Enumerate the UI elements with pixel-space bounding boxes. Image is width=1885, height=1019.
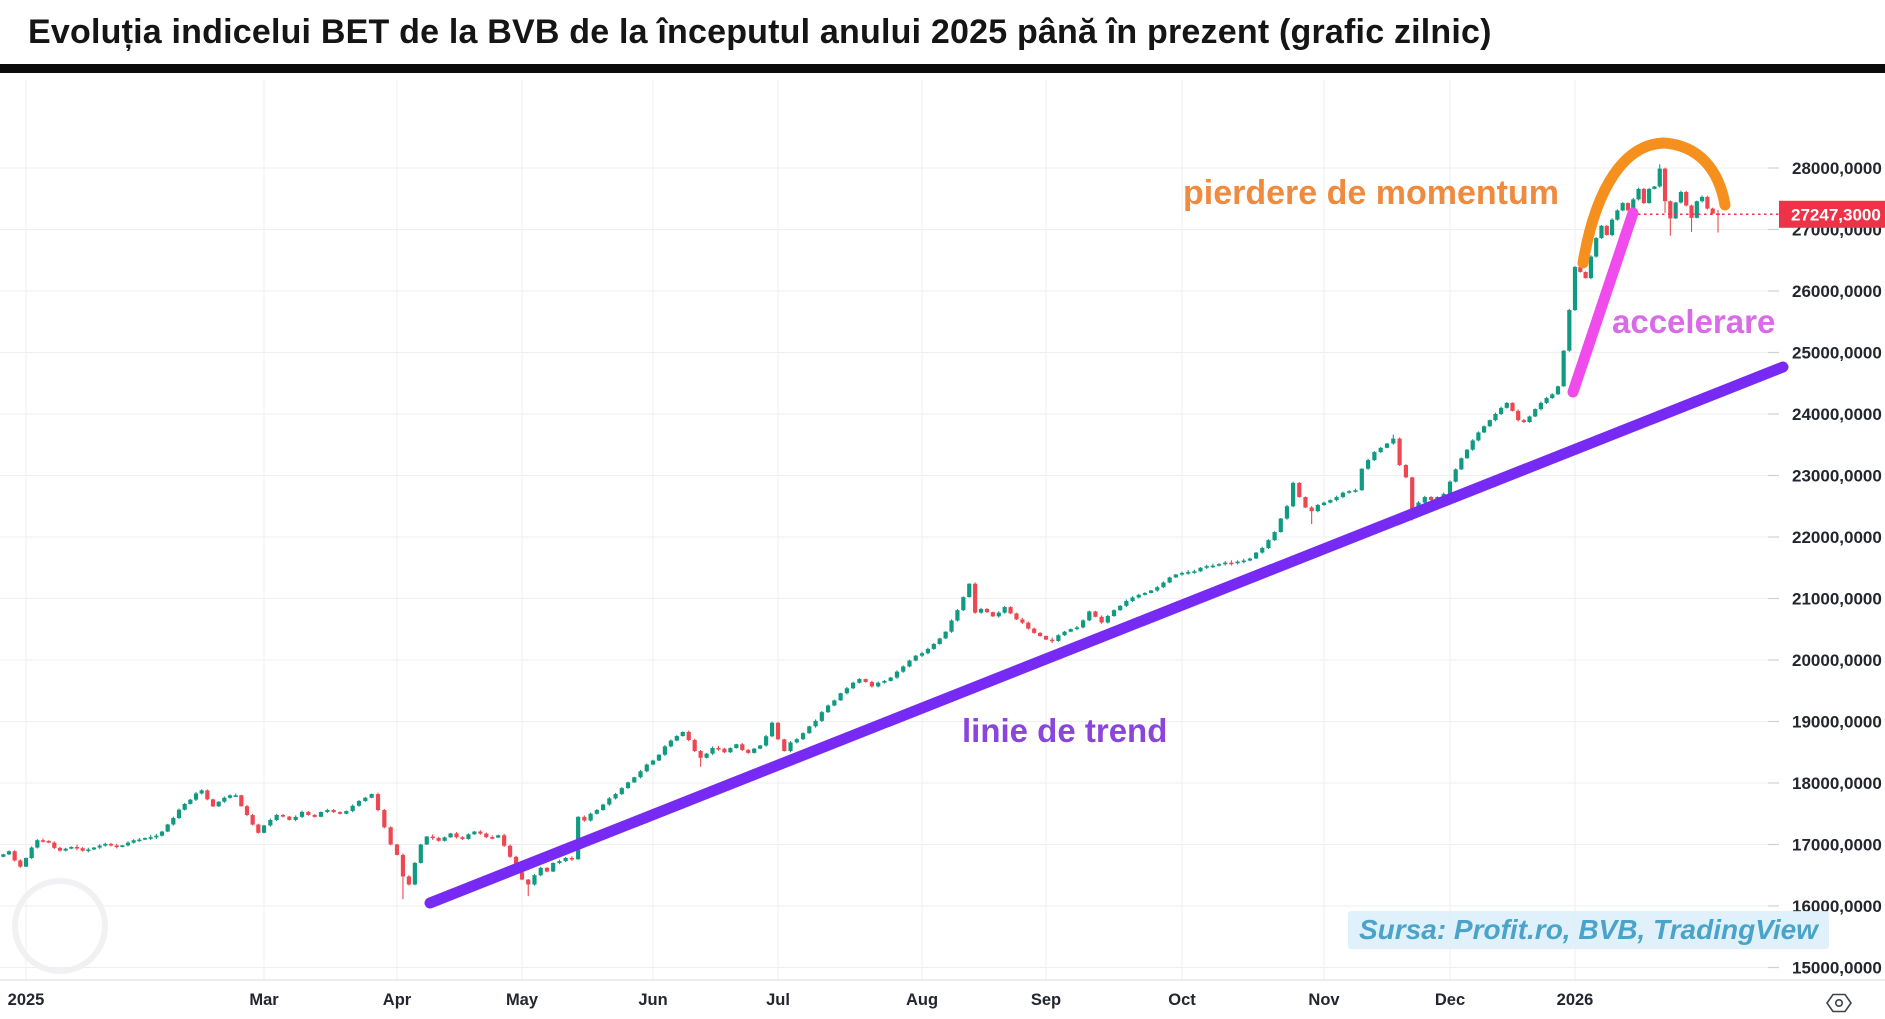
time-axis-label: Jun <box>638 991 667 1009</box>
price-axis-label: 21000,0000 <box>1792 590 1882 609</box>
momentum-arc-drawing[interactable] <box>1577 137 1731 269</box>
price-axis[interactable]: 28000,000027000,000026000,000025000,0000… <box>1768 159 1882 978</box>
time-axis-label: May <box>506 991 539 1009</box>
time-axis-label: Nov <box>1308 991 1340 1009</box>
time-axis-label: Oct <box>1168 991 1196 1009</box>
title-bar: Evoluția indicelui BET de la BVB de la î… <box>0 0 1885 64</box>
price-axis-label: 25000,0000 <box>1792 344 1882 363</box>
price-axis-label: 23000,0000 <box>1792 467 1882 486</box>
trendline-annotation-label: linie de trend <box>962 712 1168 749</box>
acceleration-annotation-label: accelerare <box>1612 303 1776 340</box>
candles <box>1 164 1721 900</box>
time-axis-label: Aug <box>906 991 938 1009</box>
price-axis-label: 20000,0000 <box>1792 651 1882 670</box>
acceleration-line-drawing[interactable] <box>1567 207 1639 398</box>
momentum-annotation-label: pierdere de momentum <box>1183 174 1559 212</box>
time-axis-label: Jul <box>766 991 790 1009</box>
page-title: Evoluția indicelui BET de la BVB de la î… <box>28 12 1492 51</box>
price-axis-label: 28000,0000 <box>1792 159 1882 178</box>
hexagon-settings-icon[interactable] <box>1826 993 1852 1013</box>
time-axis-label: Dec <box>1435 991 1465 1009</box>
gridlines <box>0 80 1768 980</box>
time-axis-label: Mar <box>249 991 279 1009</box>
source-credit: Sursa: Profit.ro, BVB, TradingView <box>1348 911 1829 949</box>
trend-line-drawing[interactable] <box>424 361 1789 909</box>
price-axis-label: 15000,0000 <box>1792 959 1882 978</box>
watermark-logo <box>12 878 108 974</box>
time-axis-label: 2025 <box>8 991 45 1009</box>
time-axis-label: Apr <box>383 991 412 1009</box>
svg-text:27247,3000: 27247,3000 <box>1791 205 1881 224</box>
title-underline <box>0 64 1885 73</box>
price-axis-label: 24000,0000 <box>1792 405 1882 424</box>
price-axis-label: 17000,0000 <box>1792 836 1882 855</box>
price-axis-label: 18000,0000 <box>1792 774 1882 793</box>
price-axis-label: 22000,0000 <box>1792 528 1882 547</box>
time-axis[interactable]: 2025 Mar Apr May Jun Jul Aug Sep Oct Nov Dec 2026 <box>8 991 1594 1009</box>
time-axis-label: Sep <box>1031 991 1061 1009</box>
price-axis-label: 26000,0000 <box>1792 282 1882 301</box>
last-price-badge: 27247,3000 <box>1779 200 1885 228</box>
time-axis-label: 2026 <box>1557 991 1594 1009</box>
price-axis-label: 19000,0000 <box>1792 713 1882 732</box>
